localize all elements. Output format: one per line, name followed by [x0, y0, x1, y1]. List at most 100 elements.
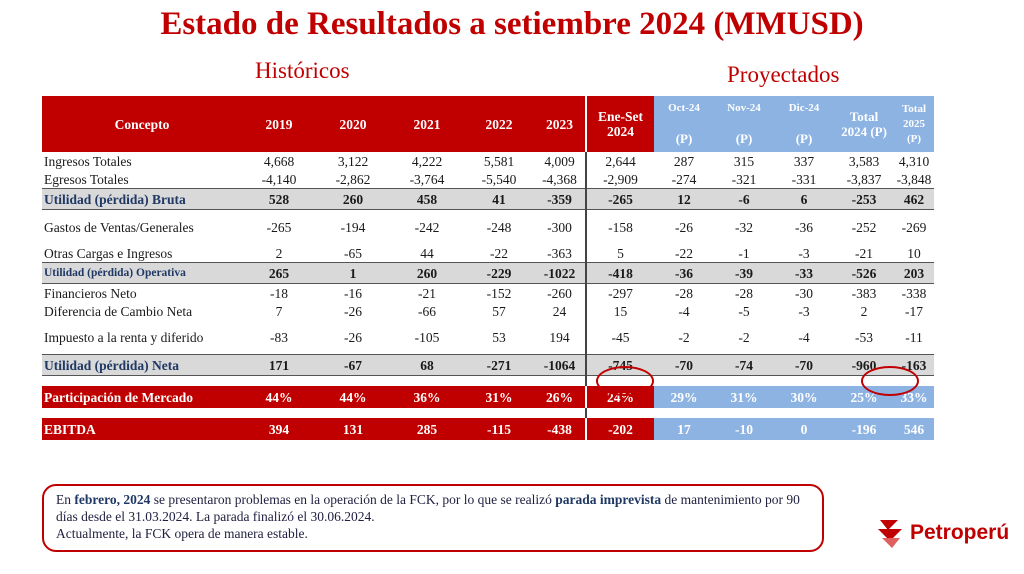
header-total25-l1: Total	[901, 102, 927, 115]
row-value: -418	[585, 262, 654, 284]
note-text-2: se presentaron problemas en la operación…	[150, 492, 556, 507]
row-value: -265	[266, 219, 292, 235]
row-value: -3	[798, 245, 810, 261]
row-value: -321	[731, 171, 757, 187]
note-bold-2: parada imprevista	[555, 492, 662, 507]
ebitda-value: 394	[242, 418, 316, 440]
row-value: 7	[275, 303, 283, 319]
row-value: 53	[492, 329, 506, 345]
spacer-cell	[390, 408, 464, 418]
table-row: Otras Cargas e Ingresos 2 -65 44 -22 -363 5 -22…	[42, 244, 934, 263]
row-value: -105	[414, 329, 440, 345]
highlight-circle-total24	[861, 366, 919, 396]
row-value: -4	[678, 303, 690, 319]
row-value: -253	[834, 188, 894, 210]
spacer-cell	[774, 408, 834, 418]
row-value: 4,668	[263, 153, 295, 169]
note-text-1: En	[56, 492, 75, 507]
header-nov-l2: (P)	[735, 130, 753, 146]
row-label: Utilidad (pérdida) Bruta	[42, 188, 242, 210]
row-label: Impuesto a la renta y diferido	[44, 329, 204, 345]
row-value: 44	[420, 245, 434, 261]
spacer-cell	[390, 375, 464, 386]
income-statement-table: Concepto 2019 2020 2021 2022 2023 Ene-Se…	[42, 96, 934, 440]
row-value: -363	[547, 245, 572, 261]
market-value: 29%	[654, 386, 714, 408]
row-value: -274	[671, 171, 697, 187]
row-value: -83	[270, 329, 288, 345]
spacer-cell	[774, 375, 834, 386]
spacer-row	[42, 375, 934, 386]
spacer-row	[42, 408, 934, 418]
row-value: -248	[486, 219, 512, 235]
row-value: 337	[793, 153, 815, 169]
table-row: Utilidad (pérdida) Bruta 528 260 458 41 -359-…	[42, 188, 934, 210]
row-value: -4	[798, 329, 810, 345]
table-row: Egresos Totales -4,140 -2,862 -3,764 -5,540 -…	[42, 170, 934, 189]
row-value: -74	[714, 354, 774, 376]
row-value: -28	[735, 285, 753, 301]
row-value: -526	[834, 262, 894, 284]
row-value: 4,222	[411, 153, 443, 169]
market-value: 26%	[534, 386, 586, 408]
spacer-cell	[585, 408, 654, 418]
row-value: 265	[242, 262, 316, 284]
row-label: Utilidad (pérdida) Operativa	[42, 262, 242, 284]
spacer-cell	[714, 375, 774, 386]
row-value: -53	[855, 329, 873, 345]
market-label: Participación de Mercado	[42, 386, 242, 408]
row-value: 458	[390, 188, 464, 210]
header-nov-l1: Nov-24	[727, 101, 761, 114]
row-value: -36	[795, 219, 813, 235]
row-value: -4,140	[261, 171, 297, 187]
spacer-cell	[894, 408, 934, 418]
row-value: 24	[552, 303, 567, 319]
row-value: -3,837	[846, 171, 882, 187]
header-2022: 2022	[464, 96, 534, 152]
row-value: -67	[316, 354, 390, 376]
row-value: -158	[585, 209, 654, 244]
row-label: Utilidad (pérdida) Neta	[42, 354, 242, 376]
table-row: Impuesto a la renta y diferido -83 -26 -105…	[42, 320, 934, 355]
petroperu-logo: Petroperú	[876, 516, 1009, 550]
ebitda-value: 0	[774, 418, 834, 440]
row-value: -5	[738, 303, 750, 319]
proyectados-label: Proyectados	[727, 62, 840, 87]
header-2019: 2019	[242, 96, 316, 152]
row-value: 3,122	[337, 153, 369, 169]
row-value: -383	[851, 285, 877, 301]
row-value: -1	[738, 245, 750, 261]
header-eneset-l1: Ene-Set	[598, 109, 643, 124]
spacer-cell	[464, 408, 534, 418]
header-2021: 2021	[390, 96, 464, 152]
row-value: -297	[585, 283, 654, 302]
row-value: 57	[492, 303, 506, 319]
row-value: -39	[714, 262, 774, 284]
row-value: -33	[774, 262, 834, 284]
spacer-cell	[42, 375, 242, 386]
row-value: 2,644	[585, 152, 654, 170]
spacer-cell	[654, 375, 714, 386]
row-label: Egresos Totales	[44, 171, 129, 187]
note-box: En febrero, 2024 se presentaron problema…	[42, 484, 824, 552]
row-value: -65	[344, 245, 362, 261]
ebitda-label: EBITDA	[42, 418, 242, 440]
row-value: 2	[275, 245, 283, 261]
row-value: -21	[418, 285, 436, 301]
row-value: -3,848	[896, 171, 932, 187]
table-row: Gastos de Ventas/Generales -265 -194 -242 -2…	[42, 209, 934, 244]
row-value: -70	[654, 354, 714, 376]
row-value: -359	[534, 188, 586, 210]
note-text-3: de mantenimiento por 90 días desde el 31…	[56, 492, 800, 524]
row-value: -338	[901, 285, 927, 301]
row-value: -1064	[534, 354, 586, 376]
row-value: 287	[673, 153, 695, 169]
row-value: -11	[905, 329, 923, 345]
row-value: -21	[855, 245, 873, 261]
row-value: -45	[585, 320, 654, 355]
row-label: Otras Cargas e Ingresos	[44, 245, 173, 261]
header-dic-l2: (P)	[795, 130, 813, 146]
header-nov: Nov-24 (P)	[714, 96, 774, 152]
row-value: -22	[675, 245, 693, 261]
ebitda-value: 285	[390, 418, 464, 440]
